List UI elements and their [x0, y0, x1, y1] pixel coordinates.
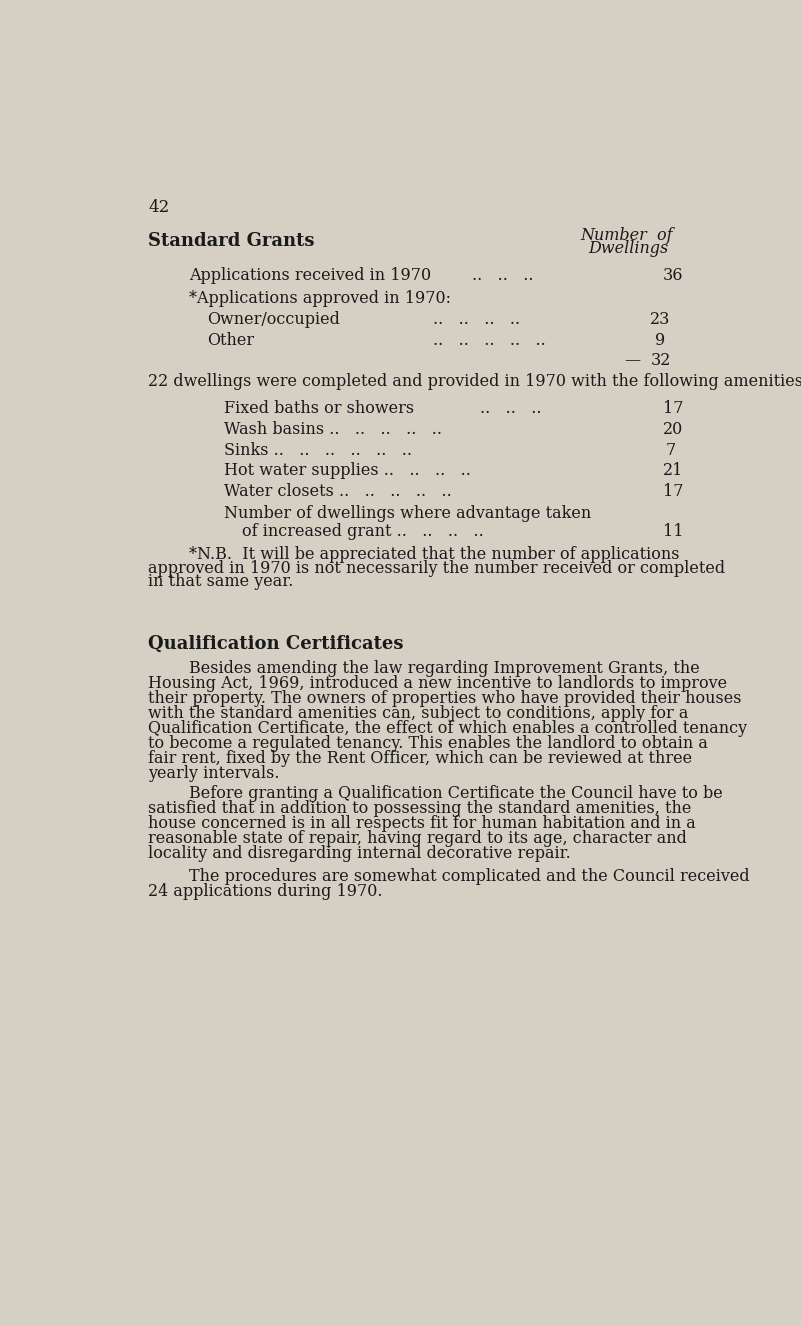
- Text: Water closets ..   ..   ..   ..   ..: Water closets .. .. .. .. ..: [224, 483, 452, 500]
- Text: 17: 17: [662, 483, 683, 500]
- Text: satisfied that in addition to possessing the standard amenities, the: satisfied that in addition to possessing…: [148, 800, 691, 817]
- Text: 9: 9: [655, 332, 666, 349]
- Text: 7: 7: [666, 442, 676, 459]
- Text: Qualification Certificates: Qualification Certificates: [148, 635, 404, 652]
- Text: *Applications approved in 1970:: *Applications approved in 1970:: [189, 290, 451, 308]
- Text: to become a regulated tenancy. This enables the landlord to obtain a: to become a regulated tenancy. This enab…: [148, 735, 708, 752]
- Text: Besides amending the law regarding Improvement Grants, the: Besides amending the law regarding Impro…: [189, 659, 700, 676]
- Text: ..   ..   ..   ..   ..: .. .. .. .. ..: [433, 332, 546, 349]
- Text: ..   ..   ..: .. .. ..: [472, 267, 533, 284]
- Text: The procedures are somewhat complicated and the Council received: The procedures are somewhat complicated …: [189, 867, 750, 884]
- Text: Sinks ..   ..   ..   ..   ..   ..: Sinks .. .. .. .. .. ..: [224, 442, 413, 459]
- Text: 21: 21: [662, 463, 683, 480]
- Text: 22 dwellings were completed and provided in 1970 with the following amenities at: 22 dwellings were completed and provided…: [148, 373, 801, 390]
- Text: 32: 32: [650, 351, 670, 369]
- Text: 11: 11: [662, 522, 683, 540]
- Text: *N.B.  It will be appreciated that the number of applications: *N.B. It will be appreciated that the nu…: [189, 546, 680, 564]
- Text: ..   ..   ..: .. .. ..: [480, 400, 541, 418]
- Text: Dwellings: Dwellings: [589, 240, 669, 257]
- Text: Other: Other: [207, 332, 254, 349]
- Text: Before granting a Qualification Certificate the Council have to be: Before granting a Qualification Certific…: [189, 785, 723, 802]
- Text: Number of dwellings where advantage taken: Number of dwellings where advantage take…: [224, 505, 591, 522]
- Text: 42: 42: [148, 199, 170, 216]
- Text: house concerned is in all respects fit for human habitation and in a: house concerned is in all respects fit f…: [148, 815, 696, 833]
- Text: ..   ..   ..   ..: .. .. .. ..: [433, 310, 521, 328]
- Text: yearly intervals.: yearly intervals.: [148, 765, 280, 782]
- Text: 36: 36: [662, 267, 683, 284]
- Text: —: —: [624, 351, 640, 369]
- Text: of increased grant ..   ..   ..   ..: of increased grant .. .. .. ..: [242, 522, 484, 540]
- Text: approved in 1970 is not necessarily the number received or completed: approved in 1970 is not necessarily the …: [148, 560, 725, 577]
- Text: 23: 23: [650, 310, 670, 328]
- Text: Number  of: Number of: [581, 227, 673, 244]
- Text: fair rent, fixed by the Rent Officer, which can be reviewed at three: fair rent, fixed by the Rent Officer, wh…: [148, 749, 692, 766]
- Text: in that same year.: in that same year.: [148, 573, 293, 590]
- Text: Owner/occupied: Owner/occupied: [207, 310, 340, 328]
- Text: Standard Grants: Standard Grants: [148, 232, 315, 251]
- Text: Housing Act, 1969, introduced a new incentive to landlords to improve: Housing Act, 1969, introduced a new ince…: [148, 675, 727, 692]
- Text: Wash basins ..   ..   ..   ..   ..: Wash basins .. .. .. .. ..: [224, 420, 442, 438]
- Text: Hot water supplies ..   ..   ..   ..: Hot water supplies .. .. .. ..: [224, 463, 471, 480]
- Text: their property. The owners of properties who have provided their houses: their property. The owners of properties…: [148, 690, 742, 707]
- Text: 24 applications during 1970.: 24 applications during 1970.: [148, 883, 383, 899]
- Text: 17: 17: [662, 400, 683, 418]
- Text: Qualification Certificate, the effect of which enables a controlled tenancy: Qualification Certificate, the effect of…: [148, 720, 747, 737]
- Text: reasonable state of repair, having regard to its age, character and: reasonable state of repair, having regar…: [148, 830, 687, 847]
- Text: 20: 20: [662, 420, 683, 438]
- Text: Applications received in 1970: Applications received in 1970: [189, 267, 432, 284]
- Text: locality and disregarding internal decorative repair.: locality and disregarding internal decor…: [148, 845, 571, 862]
- Text: with the standard amenities can, subject to conditions, apply for a: with the standard amenities can, subject…: [148, 704, 689, 721]
- Text: Fixed baths or showers: Fixed baths or showers: [224, 400, 414, 418]
